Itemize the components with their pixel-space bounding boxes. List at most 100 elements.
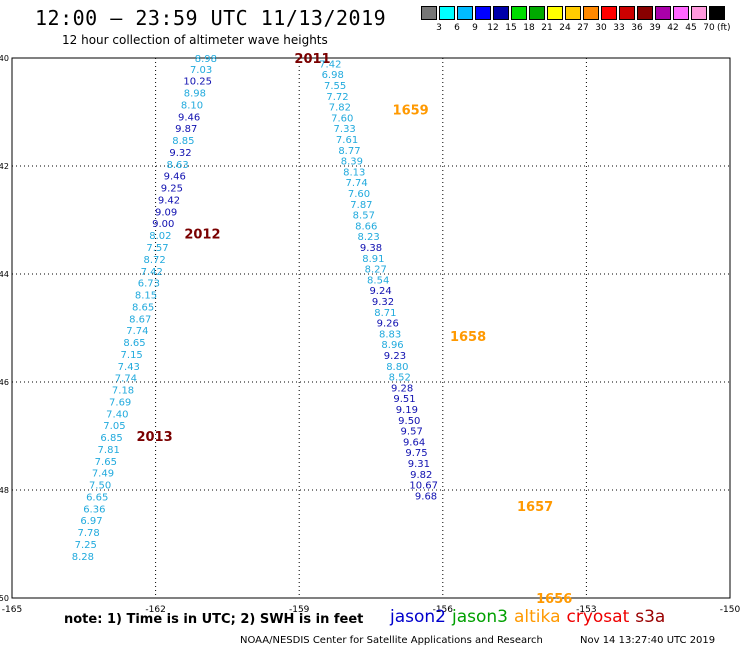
wave-height-value: 8.65 xyxy=(123,338,145,349)
colorbar-swatch xyxy=(511,6,527,20)
wave-height-value: 9.23 xyxy=(384,351,406,362)
wave-height-value: 8.63 xyxy=(166,160,188,171)
wave-height-value: 9.75 xyxy=(405,448,427,459)
wave-height-value: 7.42 xyxy=(141,267,163,278)
wave-height-value: 7.87 xyxy=(350,200,372,211)
colorbar-swatch xyxy=(601,6,617,20)
wave-height-value: 9.32 xyxy=(372,297,394,308)
wave-height-value: 9.25 xyxy=(161,184,183,195)
wave-height-value: 9.46 xyxy=(178,112,200,123)
x-tick-label: -165 xyxy=(2,605,22,615)
track-time-label: 2011 xyxy=(294,52,330,67)
wave-height-value: 7.43 xyxy=(118,362,140,373)
y-tick-label: -50 xyxy=(0,594,9,603)
wave-height-value: 8.52 xyxy=(389,373,411,384)
wave-height-value: 8.66 xyxy=(355,221,377,232)
page-title: 12:00 – 23:59 UTC 11/13/2019 xyxy=(35,6,387,30)
colorbar-label: 12 xyxy=(487,23,499,33)
colorbar-label: 21 xyxy=(541,23,553,33)
colorbar-label: 39 xyxy=(649,23,661,33)
colorbar-label: 30 xyxy=(595,23,607,33)
wave-height-value: 6.98 xyxy=(322,70,344,81)
wave-height-value: 6.85 xyxy=(100,433,122,444)
wave-height-value: 7.49 xyxy=(92,469,114,480)
y-tick-label: -42 xyxy=(0,162,9,171)
wave-height-value: 9.57 xyxy=(401,427,423,438)
legend-jason3: jason3 xyxy=(452,607,508,627)
wave-height-value: 7.65 xyxy=(95,457,117,468)
wave-height-value: 9.82 xyxy=(410,470,432,481)
colorbar-label: 6 xyxy=(454,23,460,33)
track-time-label: 2012 xyxy=(184,228,220,243)
colorbar-swatch xyxy=(439,6,455,20)
wave-height-value: 9.28 xyxy=(391,383,413,394)
y-tick-label: -48 xyxy=(0,486,9,495)
wave-height-value: 7.74 xyxy=(126,326,148,337)
colorbar-swatch xyxy=(475,6,491,20)
wave-height-value: 9.38 xyxy=(360,243,382,254)
colorbar-swatch xyxy=(583,6,599,20)
colorbar-unit: (ft) xyxy=(717,23,731,33)
wave-height-value: 9.68 xyxy=(415,491,437,502)
wave-height-value: 9.42 xyxy=(158,195,180,206)
colorbar-label: 3 xyxy=(436,23,442,33)
wave-height-value: 7.25 xyxy=(75,540,97,551)
colorbar-label: 9 xyxy=(472,23,478,33)
y-tick-label: -46 xyxy=(0,378,9,387)
track-time-label: 1657 xyxy=(517,500,553,515)
y-tick-label: -44 xyxy=(0,270,9,279)
legend-s3a: s3a xyxy=(635,607,666,627)
wave-height-value: 7.18 xyxy=(112,386,134,397)
colorbar-swatch xyxy=(619,6,635,20)
wave-height-value: 8.23 xyxy=(357,232,379,243)
wave-height-value: 7.60 xyxy=(331,113,353,124)
colorbar-swatch xyxy=(547,6,563,20)
colorbar-swatch xyxy=(565,6,581,20)
wave-height-value: 9.09 xyxy=(155,207,177,218)
wave-height-value: 7.42 xyxy=(319,59,341,70)
colorbar-swatch xyxy=(709,6,725,20)
wave-height-value: 7.03 xyxy=(190,65,212,76)
wave-height-value: 8.96 xyxy=(381,340,403,351)
wave-height-value: 8.85 xyxy=(172,136,194,147)
page-subtitle: 12 hour collection of altimeter wave hei… xyxy=(62,33,328,47)
wave-height-value: 8.72 xyxy=(144,255,166,266)
credit-line: NOAA/NESDIS Center for Satellite Applica… xyxy=(240,635,543,646)
track-time-label: 2013 xyxy=(136,430,172,445)
plot-frame xyxy=(11,57,731,599)
wave-height-value: 8.27 xyxy=(365,265,387,276)
wave-height-value: 8.80 xyxy=(386,362,408,373)
wave-height-value: 7.69 xyxy=(109,397,131,408)
wave-height-value: 7.05 xyxy=(103,421,125,432)
wave-height-value: 8.02 xyxy=(149,231,171,242)
wave-height-value: 7.82 xyxy=(329,103,351,114)
colorbar-label: 24 xyxy=(559,23,571,33)
wave-height-value: 9.46 xyxy=(164,172,186,183)
colorbar-label: 36 xyxy=(631,23,643,33)
wave-height-value: 8.98 xyxy=(184,89,206,100)
wave-height-value: 8.10 xyxy=(181,100,203,111)
wave-height-value: 8.67 xyxy=(129,314,151,325)
wave-height-value: 8.15 xyxy=(135,291,157,302)
x-tick-label: -153 xyxy=(576,605,596,615)
colorbar-swatch xyxy=(529,6,545,20)
legend-jason2: jason2 xyxy=(390,607,446,627)
wave-height-value: 7.60 xyxy=(348,189,370,200)
colorbar-swatch xyxy=(637,6,653,20)
units-note: note: 1) Time is in UTC; 2) SWH is in fe… xyxy=(64,612,364,627)
wave-height-value: 8.98 xyxy=(195,54,217,65)
y-tick-label: -40 xyxy=(0,54,9,63)
wave-height-value: 8.71 xyxy=(374,308,396,319)
wave-height-value: 7.81 xyxy=(98,445,120,456)
wave-height-value: 9.19 xyxy=(396,405,418,416)
track-time-label: 1658 xyxy=(450,330,486,345)
x-tick-label: -162 xyxy=(145,605,165,615)
colorbar-label: 70 xyxy=(703,23,715,33)
colorbar-label: 18 xyxy=(523,23,535,33)
track-time-label: 1656 xyxy=(536,592,572,607)
colorbar-label: 15 xyxy=(505,23,517,33)
wave-height-value: 7.74 xyxy=(346,178,368,189)
wave-height-value: 8.83 xyxy=(379,329,401,340)
wave-height-value: 8.39 xyxy=(341,157,363,168)
